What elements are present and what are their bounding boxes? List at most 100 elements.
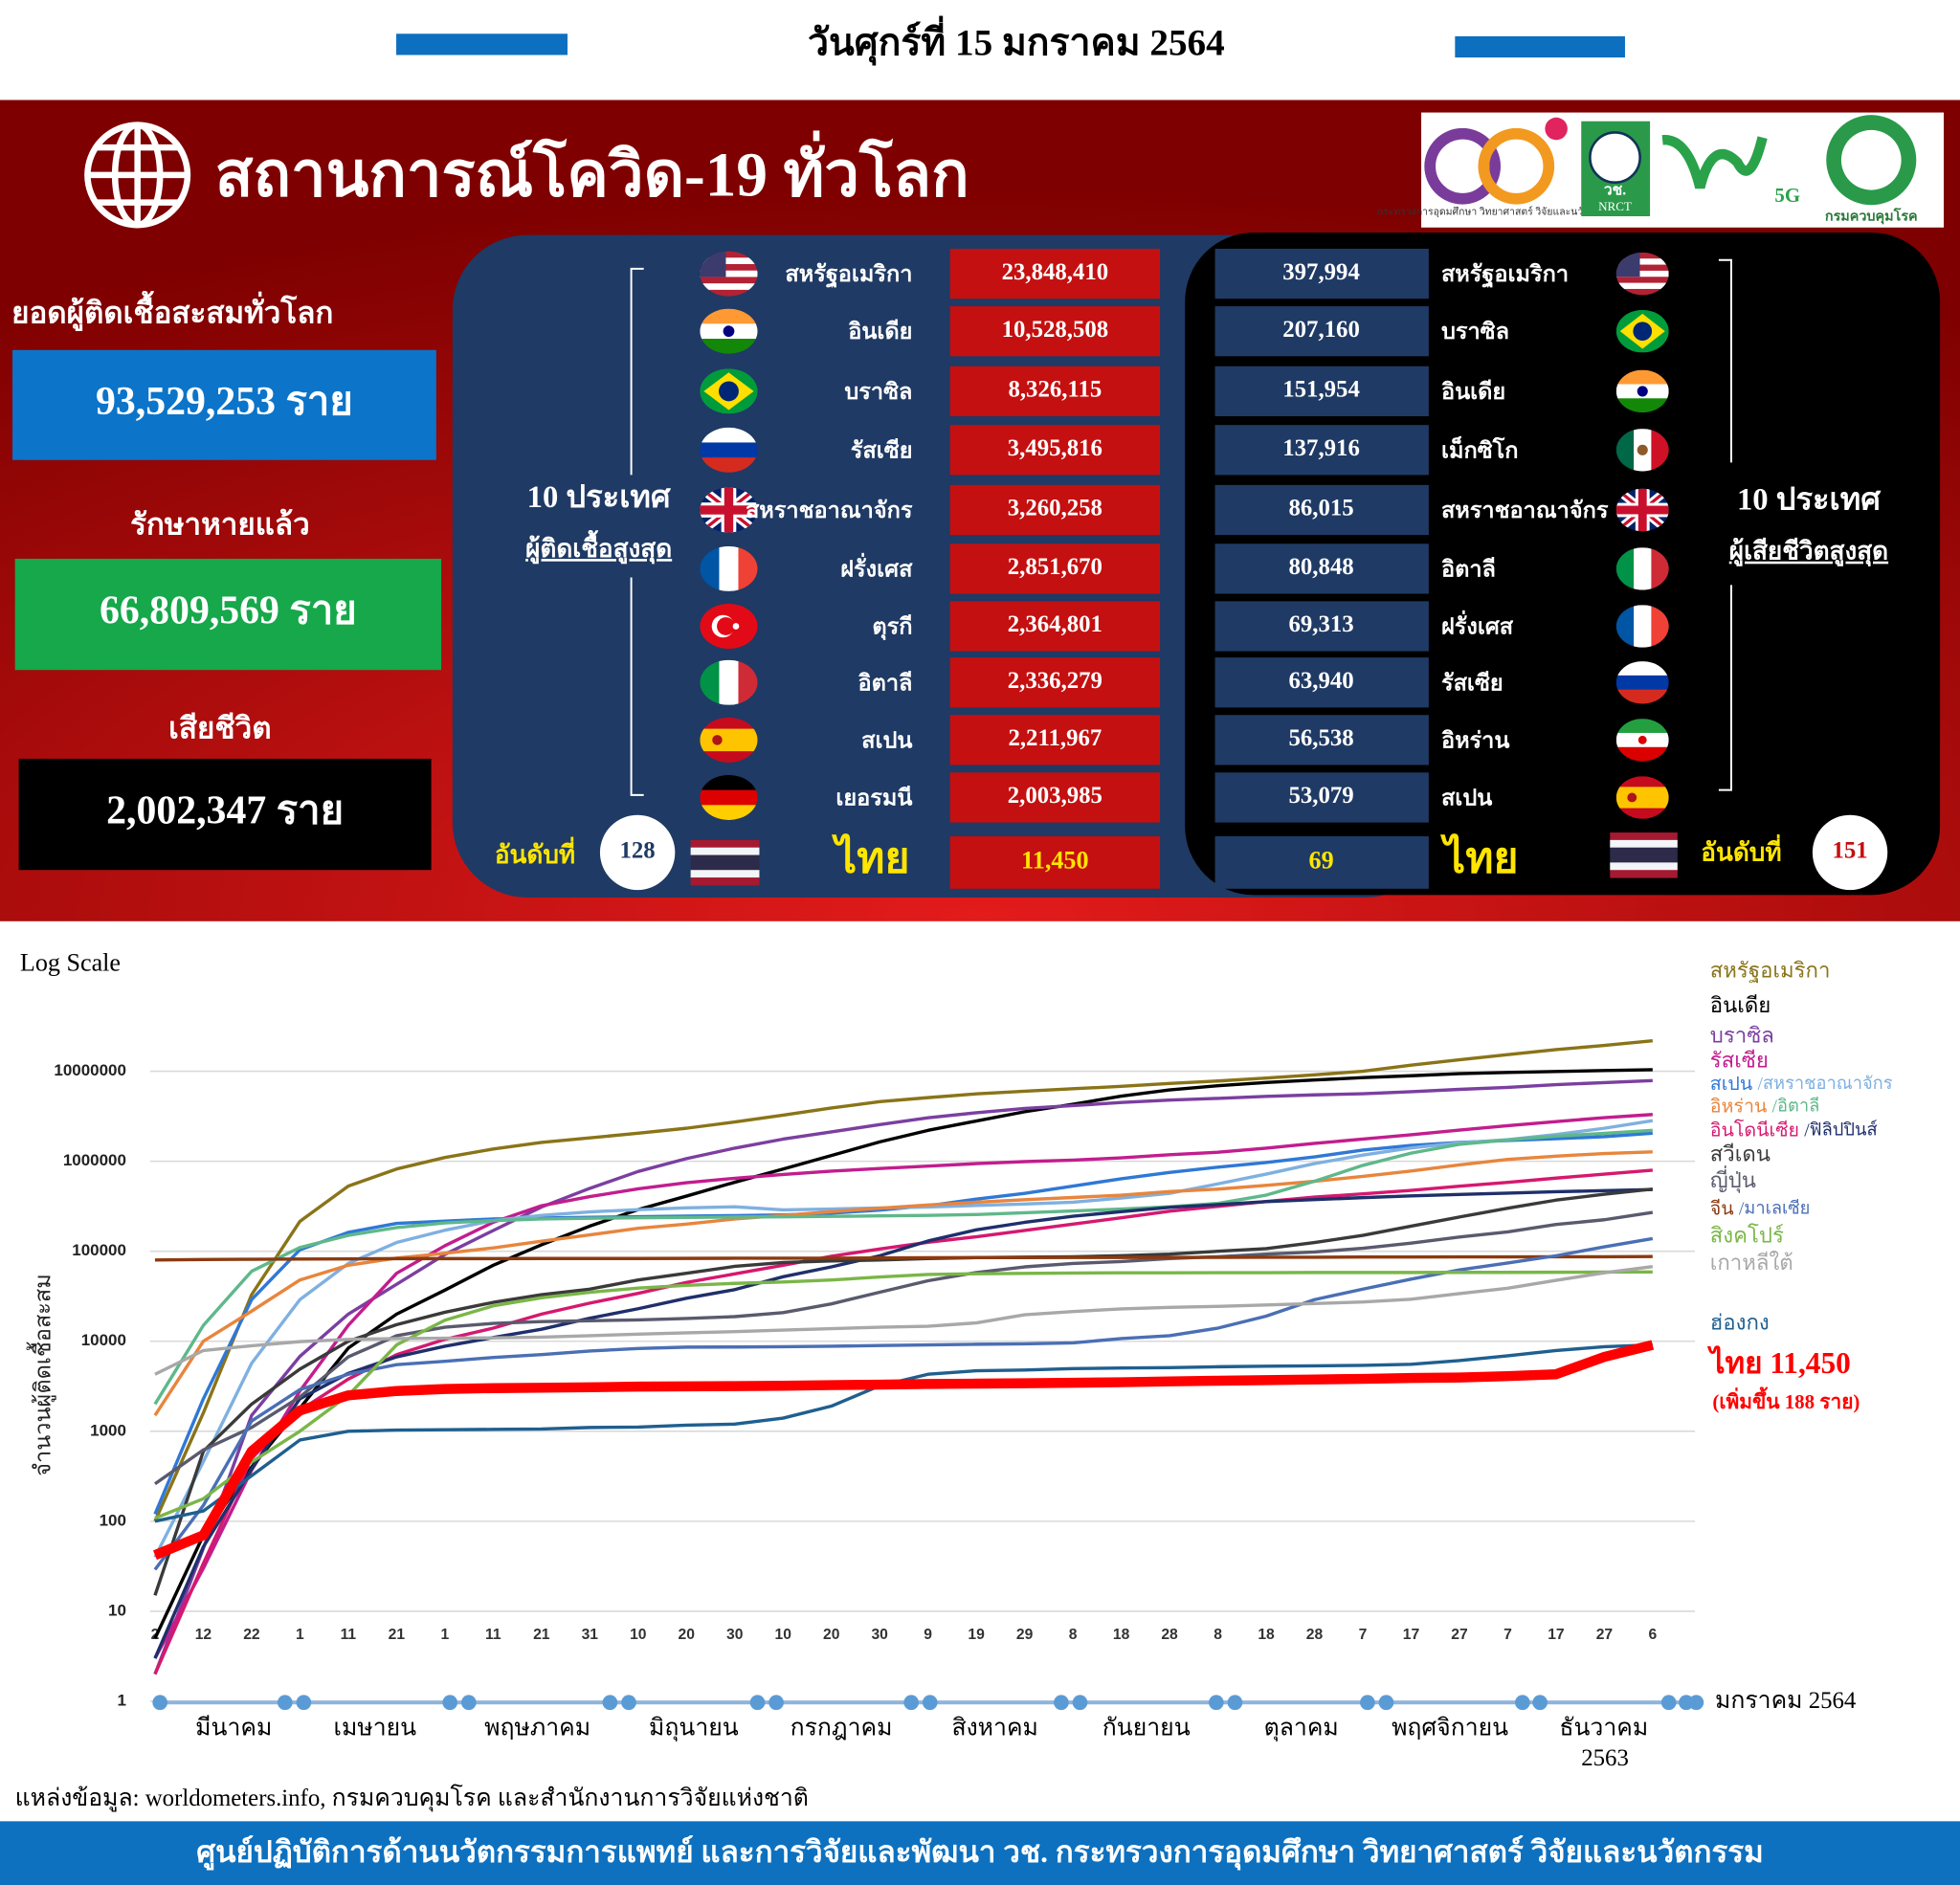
value-box: [1214, 715, 1429, 765]
legend-name: ญี่ปุ่น: [1710, 1165, 1756, 1193]
value-box: [949, 657, 1161, 708]
flag-part: [1615, 277, 1669, 284]
flag-part: [1634, 605, 1652, 648]
case-value: 23,848,410: [1002, 259, 1109, 285]
legend-entry: สเปน/สหราชอาณาจักร: [1710, 1074, 1893, 1094]
flag-part: [1615, 787, 1669, 798]
flag: [700, 603, 758, 650]
summary-value: 66,809,569 ราย: [100, 589, 357, 633]
timeline-dot: [1072, 1695, 1088, 1711]
timeline-dot: [460, 1695, 477, 1711]
legend-name: ฮ่องกง: [1710, 1311, 1770, 1335]
y-tick-label: 100000: [72, 1241, 126, 1259]
flag-part: [1610, 839, 1678, 849]
legend-name: มาเลเซีย: [1744, 1199, 1810, 1218]
value-box: [949, 772, 1161, 823]
flag-part: [1627, 792, 1637, 803]
summary-value: 93,529,253 ราย: [96, 380, 353, 424]
legend-separator: /: [1772, 1097, 1778, 1117]
timeline-dot: [1660, 1695, 1677, 1711]
country-name: อิตาลี: [1441, 556, 1496, 582]
flag-part: [719, 545, 740, 591]
value-box: [1214, 657, 1429, 708]
legend-entry: บราซิล: [1710, 1023, 1774, 1047]
flag-part: [1637, 444, 1648, 455]
country-name: รัสเซีย: [851, 437, 913, 463]
flag-part: [738, 659, 758, 705]
timeline-dot: [1227, 1695, 1243, 1711]
legend-name: สิงคโปร์: [1710, 1223, 1784, 1247]
x-tick-label: 19: [968, 1627, 985, 1643]
flag-part: [1615, 288, 1669, 296]
flag-part: [1637, 386, 1648, 397]
death-value: 151,954: [1282, 377, 1360, 403]
timeline-dot: [152, 1695, 168, 1711]
timeline-dot: [1688, 1695, 1704, 1711]
summary-box: [14, 558, 442, 671]
flag-part: [1651, 429, 1669, 472]
logo-text: วช.: [1604, 182, 1626, 198]
series-line: [152, 1340, 1655, 1561]
value-box: [949, 835, 1161, 889]
country-name: สหรัฐอเมริกา: [1441, 262, 1569, 289]
death-value: 69,313: [1288, 611, 1353, 637]
legend-entry: สหรัฐอเมริกา: [1710, 958, 1831, 983]
flag-part: [700, 339, 758, 354]
summary-box: [18, 758, 432, 871]
flag-part: [1610, 832, 1678, 841]
legend-entry: จีน/มาเลเซีย: [1710, 1198, 1811, 1219]
flag-part: [723, 325, 735, 338]
flag-part: [1615, 270, 1669, 277]
month-label: กรกฎาคม: [791, 1716, 893, 1741]
x-tick-label: 11: [341, 1627, 357, 1643]
value-box: [949, 543, 1161, 594]
timeline-dot: [903, 1695, 919, 1711]
month-label: กันยายน: [1102, 1716, 1191, 1741]
flag-part: [1615, 689, 1669, 704]
flag: [700, 308, 758, 354]
legend-name: อิหร่าน: [1710, 1097, 1768, 1117]
x-tick-label: 10: [630, 1627, 647, 1643]
x-tick-label: 9: [924, 1627, 932, 1643]
table-label: 10 ประเทศ: [1737, 483, 1882, 518]
brackets: [630, 258, 1732, 796]
month-label: มีนาคม: [195, 1715, 272, 1741]
case-value: 2,364,801: [1008, 611, 1102, 637]
country-name: สหรัฐอเมริกา: [785, 262, 912, 289]
title: สถานการณ์โควิด-19 ทั่วโลก: [215, 129, 969, 210]
flag-part: [700, 270, 758, 277]
flag-part: [690, 877, 760, 886]
legend-name: รัสเซีย: [1710, 1049, 1769, 1073]
country-name: ฝรั่งเศส: [1441, 610, 1514, 639]
x-tick-label: 10: [775, 1627, 792, 1643]
value-box: [949, 366, 1161, 417]
flag-part: [1633, 322, 1653, 342]
logo-shape: [1478, 127, 1555, 205]
flag-part: [1615, 661, 1669, 676]
summary-label: รักษาหายแล้ว: [130, 507, 310, 541]
value-box: [1214, 366, 1429, 417]
flag-part: [700, 264, 758, 272]
summary-label: ยอดผู้ติดเชื้อสะสมทั่วโลก: [11, 291, 333, 332]
x-tick-label: 7: [1503, 1627, 1512, 1643]
flag-part: [700, 308, 758, 324]
series-line: [153, 1210, 1654, 1486]
x-tick-label: 27: [1596, 1627, 1614, 1643]
country-name: อินเดีย: [1441, 379, 1505, 405]
timeline-dot: [768, 1695, 784, 1711]
value-box: [949, 601, 1161, 652]
death-value: 80,848: [1288, 554, 1353, 580]
timeline-dot: [442, 1695, 458, 1711]
legend-name: อินโดนีเซีย: [1710, 1119, 1799, 1141]
globe-icon: [84, 122, 191, 229]
series-line: [153, 1038, 1653, 1522]
series-line: [153, 1078, 1653, 1675]
legend-name: บราซิล: [1710, 1023, 1774, 1047]
case-value: 2,336,279: [1008, 668, 1102, 694]
legend-name: อินเดีย: [1710, 993, 1771, 1017]
value-box: [949, 715, 1161, 765]
x-tick-label: 30: [726, 1627, 744, 1643]
timeline-dot: [1054, 1695, 1069, 1711]
country-name: บราซิล: [1441, 320, 1509, 344]
flag-part: [690, 839, 760, 849]
